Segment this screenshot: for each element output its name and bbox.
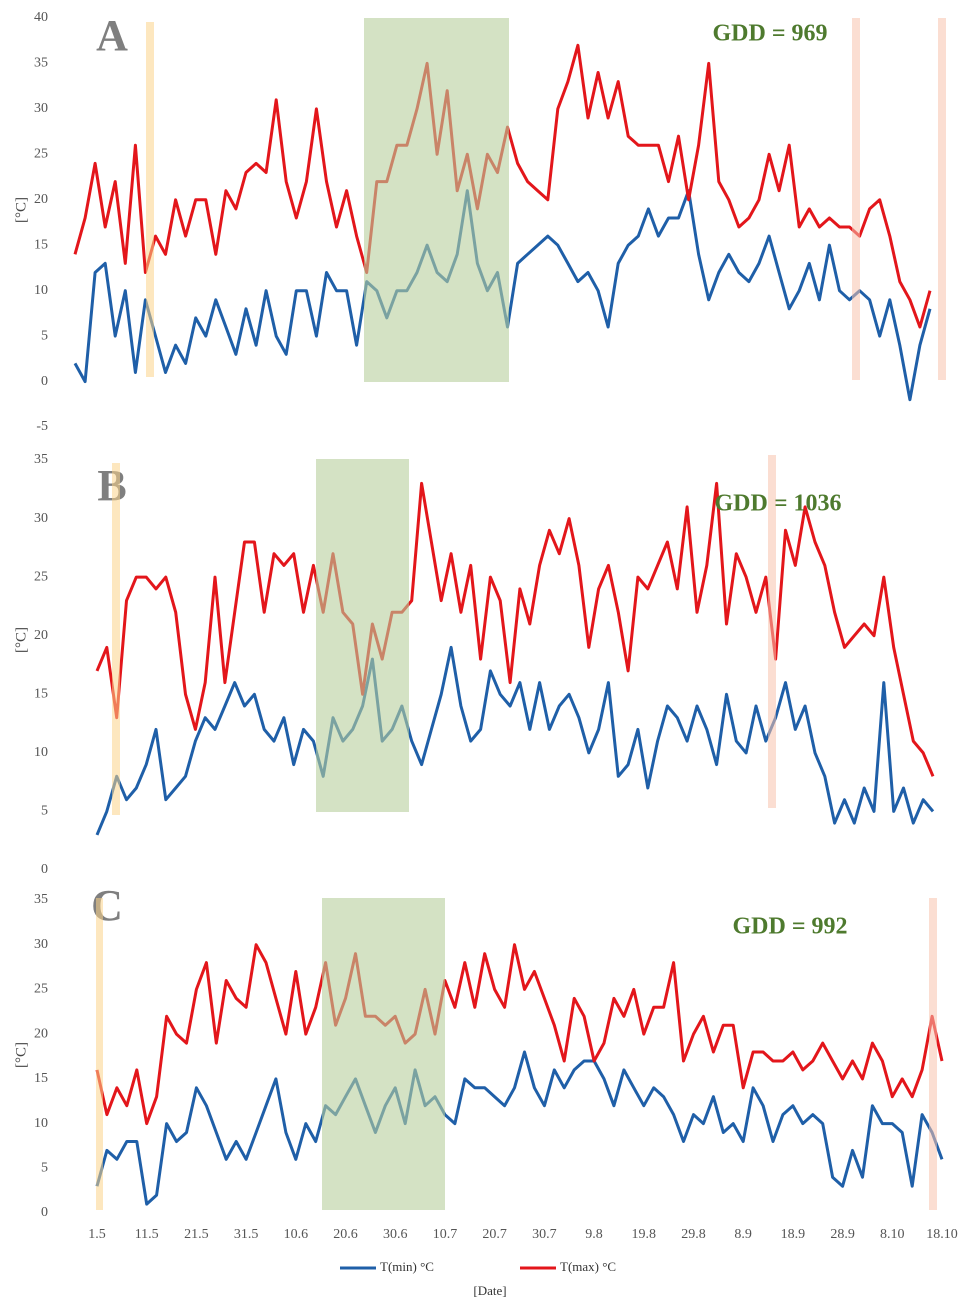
y-tick-label: 25 [34, 569, 48, 584]
highlight [938, 18, 946, 380]
y-tick-label: 30 [34, 511, 48, 526]
y-tick-label: 10 [34, 745, 48, 760]
lines [73, 43, 944, 1206]
y-tick-label: 30 [34, 937, 48, 952]
highlight [112, 463, 120, 815]
y-tick-label: 15 [34, 687, 48, 702]
highlight [364, 18, 509, 382]
y-tick-label: 5 [41, 1161, 48, 1176]
y-tick-label: 0 [41, 862, 48, 877]
highlight [322, 898, 445, 1210]
y-tick-label: 0 [41, 374, 48, 389]
highlight [929, 898, 937, 1210]
highlight [852, 18, 860, 380]
x-tick-label: 20.6 [333, 1227, 358, 1242]
x-tick-label: 8.10 [880, 1227, 905, 1242]
y-tick-label: -5 [36, 419, 48, 434]
y-tick-label: 10 [34, 283, 48, 298]
y-tick-label: 35 [34, 56, 48, 71]
gdd-annotation: GDD = 1036 [714, 491, 841, 517]
y-axis-title: [°C] [13, 1042, 29, 1068]
series-line [95, 943, 944, 1126]
x-tick-label: 21.5 [184, 1227, 209, 1242]
y-tick-label: 30 [34, 101, 48, 116]
x-tick-label: 11.5 [135, 1227, 159, 1242]
panel-label: A [96, 11, 128, 60]
y-tick-label: 20 [34, 628, 48, 643]
gdd-annotation: GDD = 969 [712, 21, 827, 47]
y-axis-title: [°C] [13, 197, 29, 223]
y-tick-label: 25 [34, 147, 48, 162]
y-tick-label: 20 [34, 1026, 48, 1041]
highlight [316, 459, 409, 812]
y-tick-label: 25 [34, 982, 48, 997]
y-tick-label: 35 [34, 892, 48, 907]
x-tick-label: 20.7 [482, 1227, 507, 1242]
gdd-annotation: GDD = 992 [732, 914, 847, 940]
highlights [96, 18, 946, 1210]
y-tick-label: 10 [34, 1116, 48, 1131]
y-axis-title: [°C] [13, 627, 29, 653]
legend-label: T(min) °C [380, 1259, 434, 1274]
highlight [146, 22, 154, 377]
y-tick-label: 5 [41, 328, 48, 343]
x-tick-label: 28.9 [830, 1227, 855, 1242]
panel-label: C [91, 881, 123, 930]
x-tick-label: 31.5 [234, 1227, 259, 1242]
y-tick-label: 40 [34, 10, 48, 25]
y-tick-label: 0 [41, 1205, 48, 1220]
x-tick-label: 30.6 [383, 1227, 408, 1242]
x-tick-label: 18.9 [781, 1227, 806, 1242]
series-line [95, 1050, 944, 1206]
x-tick-label: 1.5 [88, 1227, 106, 1242]
series-line [95, 645, 935, 836]
series-line [95, 481, 935, 777]
y-tick-label: 5 [41, 804, 48, 819]
x-tick-label: 18.10 [926, 1227, 958, 1242]
x-tick-label: 8.9 [734, 1227, 752, 1242]
y-tick-label: 35 [34, 452, 48, 467]
y-tick-label: 15 [34, 1071, 48, 1086]
y-tick-label: 15 [34, 237, 48, 252]
legend-label: T(max) °C [560, 1259, 616, 1274]
x-tick-label: 9.8 [585, 1227, 603, 1242]
x-tick-label: 30.7 [532, 1227, 557, 1242]
x-tick-label: 29.8 [681, 1227, 706, 1242]
highlight [96, 898, 103, 1210]
x-tick-label: 10.7 [433, 1227, 458, 1242]
x-tick-label: 10.6 [284, 1227, 309, 1242]
highlight [768, 455, 776, 808]
x-tick-label: 19.8 [632, 1227, 657, 1242]
y-tick-label: 20 [34, 192, 48, 207]
x-axis-title: [Date] [473, 1283, 506, 1298]
